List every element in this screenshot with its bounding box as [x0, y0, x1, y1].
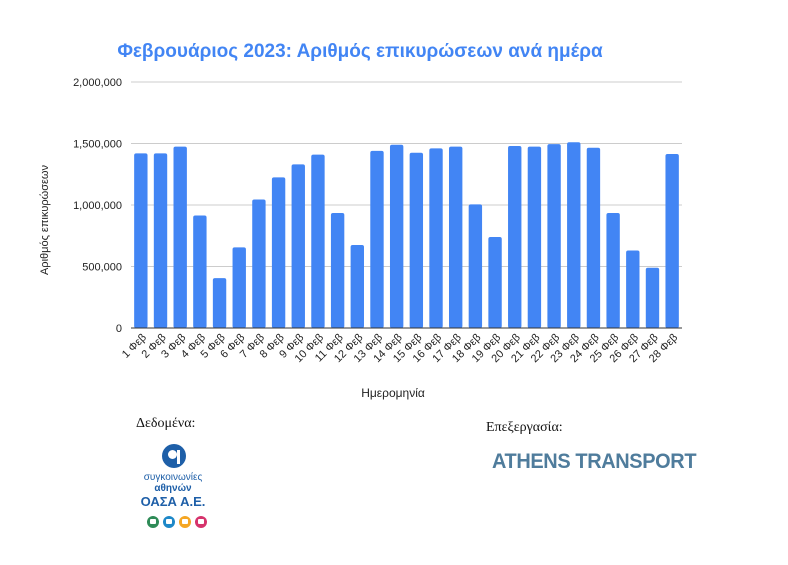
y-tick-label: 1,000,000 — [73, 200, 122, 212]
bus-icon — [163, 516, 175, 528]
y-tick-label: 1,500,000 — [73, 139, 122, 151]
oasa-logo-line1: συγκοινωνίες — [143, 472, 203, 483]
chart: Φεβρουάριος 2023: Αριθμός επικυρώσεων αν… — [39, 41, 682, 400]
bar — [645, 267, 660, 328]
metro-icon — [195, 516, 207, 528]
bar — [271, 177, 286, 328]
bar — [350, 244, 364, 328]
bar — [370, 150, 384, 328]
y-tick-label: 500,000 — [82, 262, 122, 274]
bar — [449, 146, 463, 328]
bar — [665, 153, 679, 328]
bar — [429, 148, 443, 328]
x-axis-title: Ημερομηνία — [361, 386, 425, 400]
bars — [134, 142, 679, 328]
bar — [626, 250, 640, 328]
bar — [330, 212, 345, 328]
bar — [212, 278, 227, 328]
bar — [311, 154, 325, 328]
bar — [527, 146, 542, 328]
bar — [488, 236, 502, 328]
oasa-logo-line3: ΟΑΣΑ Α.Ε. — [140, 494, 206, 509]
y-tick-label: 2,000,000 — [73, 77, 122, 89]
bar — [586, 147, 601, 328]
bar — [409, 152, 424, 328]
bar — [291, 164, 305, 328]
trolley-icon — [179, 516, 191, 528]
y-axis-ticks: 0 500,000 1,000,000 1,500,000 2,000,000 — [73, 77, 122, 335]
oasa-a-icon — [162, 444, 186, 468]
bar — [547, 144, 561, 328]
bar — [606, 212, 620, 328]
bar — [389, 144, 404, 328]
y-axis-title: Αριθμός επικυρώσεων — [39, 164, 51, 275]
processing-label: Επεξεργασία: — [486, 420, 563, 435]
bar — [468, 204, 483, 328]
bar — [153, 153, 168, 328]
bar — [508, 145, 522, 328]
tram-icon — [147, 516, 159, 528]
transport-modes — [147, 516, 207, 530]
athens-transport-logo: ATHENS TRANSPORT — [492, 450, 697, 473]
bar — [252, 199, 266, 328]
bar — [193, 215, 207, 328]
oasa-logo: συγκοινωνίες αθηνών ΟΑΣΑ Α.Ε. — [128, 444, 218, 536]
bar — [232, 247, 246, 328]
bar — [134, 153, 148, 328]
bar — [567, 142, 581, 328]
chart-title: Φεβρουάριος 2023: Αριθμός επικυρώσεων αν… — [117, 41, 603, 62]
oasa-logo-line2: αθηνών — [154, 483, 192, 494]
y-tick-label: 0 — [116, 323, 122, 335]
data-source-label: Δεδομένα: — [136, 416, 196, 431]
bar — [173, 146, 187, 328]
